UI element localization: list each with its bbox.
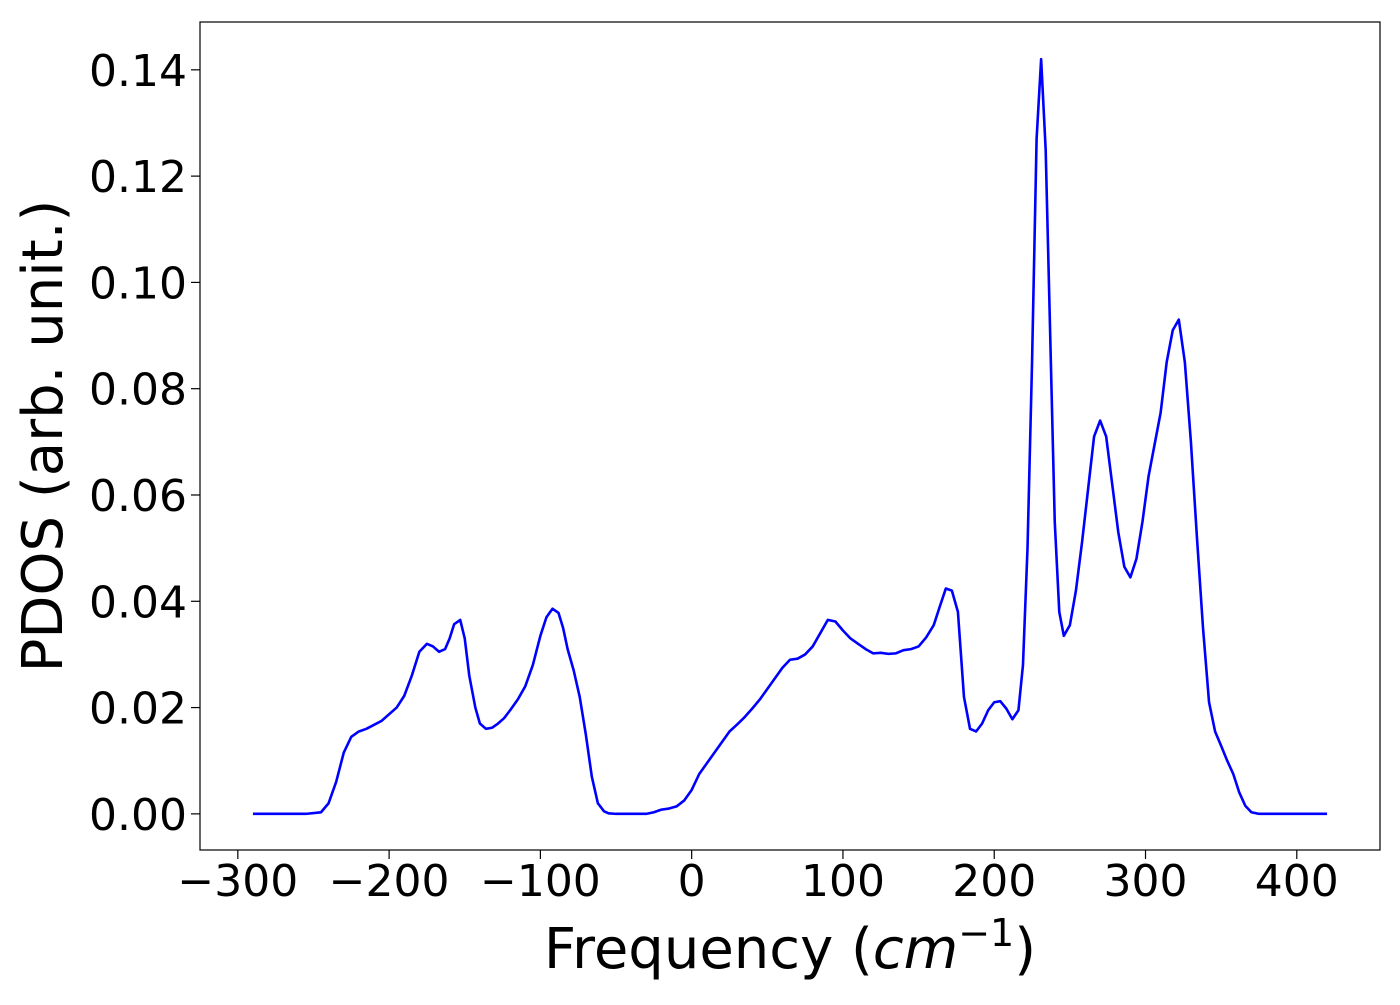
x-tick-label: −200 bbox=[329, 856, 450, 907]
y-tick-label: 0.08 bbox=[89, 365, 187, 416]
x-tick-label: 300 bbox=[1104, 856, 1188, 907]
y-tick-label: 0.02 bbox=[89, 684, 187, 735]
x-tick-label: −300 bbox=[177, 856, 298, 907]
x-tick-label: −100 bbox=[480, 856, 601, 907]
y-tick-label: 0.04 bbox=[89, 577, 187, 628]
y-tick-label: 0.14 bbox=[89, 46, 187, 97]
x-label-unit: cm bbox=[873, 917, 958, 982]
x-label-close: ) bbox=[1014, 917, 1036, 982]
x-label-exponent: −1 bbox=[958, 911, 1014, 955]
x-tick-label: 200 bbox=[952, 856, 1036, 907]
x-tick-label: 400 bbox=[1255, 856, 1339, 907]
x-tick-label: 0 bbox=[678, 856, 706, 907]
x-axis-label: Frequency (cm−1) bbox=[544, 911, 1036, 982]
y-axis: 0.00 0.02 0.04 0.06 0.08 0.10 0.12 0.14 bbox=[89, 46, 200, 841]
x-label-text: Frequency ( bbox=[544, 917, 873, 982]
plot-frame bbox=[199, 21, 1381, 851]
x-axis: −300 −200 −100 0 100 200 300 400 bbox=[177, 850, 1339, 907]
y-tick-label: 0.00 bbox=[89, 790, 187, 841]
chart-marks bbox=[252, 57, 1328, 816]
pdos-series-line-0 bbox=[252, 57, 1328, 816]
y-axis-label: PDOS (arb. unit.) bbox=[11, 200, 76, 673]
x-tick-label: 100 bbox=[801, 856, 885, 907]
y-tick-label: 0.12 bbox=[89, 152, 187, 203]
y-tick-label: 0.06 bbox=[89, 471, 187, 522]
y-tick-label: 0.10 bbox=[89, 258, 187, 309]
